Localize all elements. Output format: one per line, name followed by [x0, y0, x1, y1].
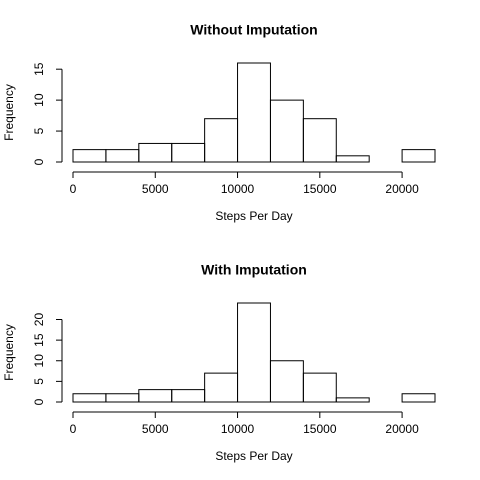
- bar: [204, 118, 239, 163]
- chart-title: With Imputation: [201, 262, 307, 278]
- x-tick-label: 20000: [385, 182, 419, 196]
- bar: [138, 142, 173, 163]
- bar: [302, 372, 337, 403]
- y-tick-label: 0: [32, 158, 46, 165]
- y-tick-label: 20: [32, 313, 46, 327]
- x-tick-label: 10000: [221, 182, 255, 196]
- x-tick-label: 20000: [385, 422, 419, 436]
- x-tick-label: 15000: [303, 422, 337, 436]
- bar: [105, 149, 140, 163]
- bar: [105, 393, 140, 403]
- y-tick-label: 15: [32, 62, 46, 76]
- chart-title: Without Imputation: [190, 22, 317, 38]
- x-tick-label: 0: [70, 422, 77, 436]
- x-tick-label: 0: [70, 182, 77, 196]
- y-axis-label: Frequency: [2, 84, 16, 141]
- bar: [335, 397, 370, 403]
- bar: [401, 393, 436, 403]
- bar: [204, 372, 239, 403]
- x-axis-label: Steps Per Day: [215, 449, 292, 463]
- bar: [302, 118, 337, 163]
- bar: [237, 302, 271, 403]
- bar: [171, 389, 206, 403]
- y-tick-label: 5: [32, 378, 46, 385]
- x-tick-label: 10000: [221, 422, 255, 436]
- bar: [72, 149, 107, 163]
- bar: [269, 360, 304, 403]
- bar: [269, 99, 304, 163]
- bar: [237, 62, 271, 163]
- bar: [335, 155, 370, 163]
- x-tick-label: 15000: [303, 182, 337, 196]
- x-tick-label: 5000: [142, 422, 169, 436]
- y-axis-label: Frequency: [2, 324, 16, 381]
- y-tick-label: 10: [32, 93, 46, 107]
- x-axis-label: Steps Per Day: [215, 209, 292, 223]
- y-tick-label: 10: [32, 354, 46, 368]
- bar: [171, 142, 206, 163]
- y-tick-label: 15: [32, 333, 46, 347]
- y-tick-label: 5: [32, 127, 46, 134]
- bar: [138, 389, 173, 403]
- bar: [401, 149, 436, 163]
- y-tick-label: 0: [32, 398, 46, 405]
- x-tick-label: 5000: [142, 182, 169, 196]
- bar: [72, 393, 107, 403]
